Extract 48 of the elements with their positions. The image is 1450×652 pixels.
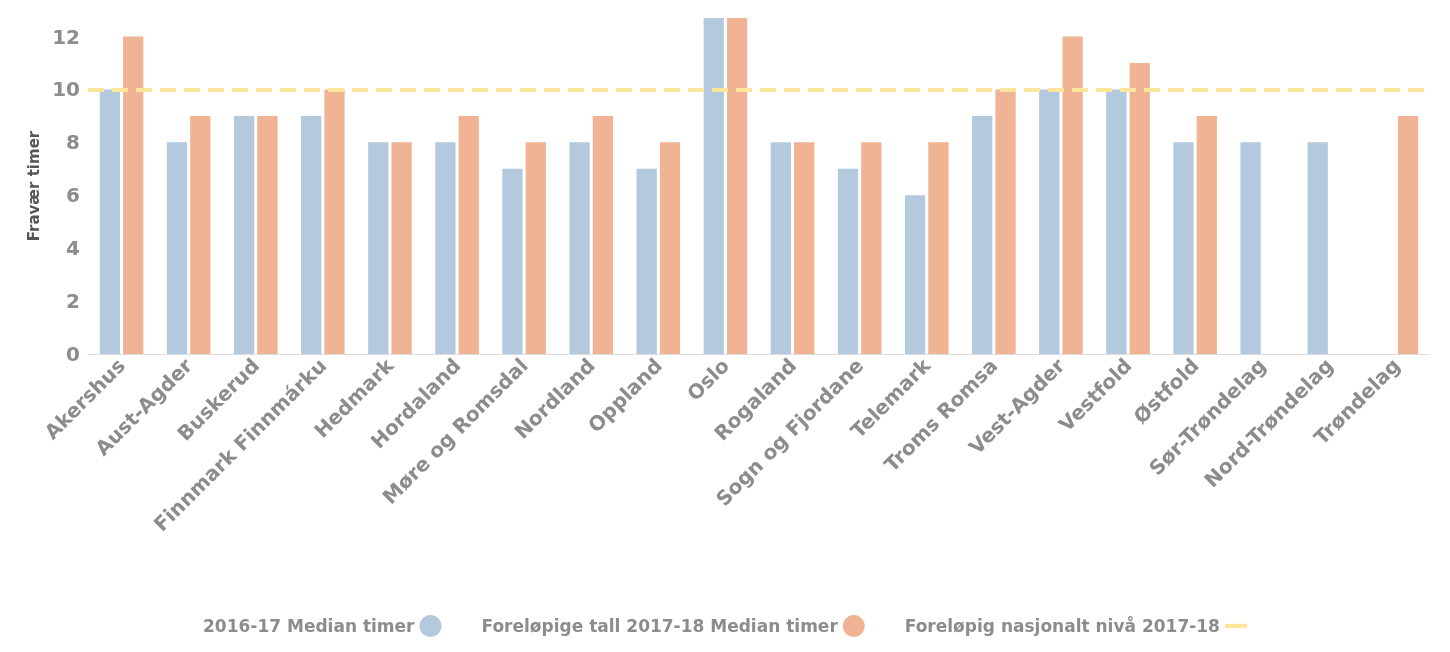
legend-label: Foreløpig nasjonalt nivå 2017-18 xyxy=(904,615,1220,636)
bar xyxy=(569,142,590,354)
bar xyxy=(190,115,211,354)
bar xyxy=(703,18,724,354)
y-tick-label: 8 xyxy=(66,130,80,155)
bar xyxy=(324,89,345,354)
bar xyxy=(1240,142,1261,354)
bar xyxy=(391,142,412,354)
y-tick-label: 4 xyxy=(66,236,80,261)
bar xyxy=(1062,36,1083,354)
bar xyxy=(1039,89,1060,354)
bar xyxy=(837,168,859,354)
bar xyxy=(525,142,546,354)
bar xyxy=(972,115,993,354)
bar xyxy=(458,115,479,354)
bar xyxy=(233,115,255,354)
bar xyxy=(99,89,121,354)
bar xyxy=(861,142,882,354)
bar xyxy=(592,115,614,354)
bar xyxy=(257,115,278,354)
bar xyxy=(1196,115,1217,354)
bar xyxy=(904,195,926,354)
bar xyxy=(1173,142,1194,354)
legend-label: Foreløpige tall 2017-18 Median timer xyxy=(481,616,839,636)
y-tick-label: 6 xyxy=(66,183,80,208)
bar xyxy=(928,142,949,354)
bar xyxy=(166,142,188,354)
bar xyxy=(726,18,748,354)
y-tick-label: 0 xyxy=(66,342,80,366)
bar xyxy=(368,142,389,354)
y-axis-title: Fravær timer xyxy=(24,130,43,242)
y-tick-label: 2 xyxy=(66,289,80,314)
bar xyxy=(636,168,657,354)
bar xyxy=(435,142,456,354)
bar xyxy=(502,168,523,354)
bar xyxy=(1129,62,1150,354)
bar xyxy=(1106,89,1127,354)
y-tick-label: 12 xyxy=(52,24,80,49)
bar xyxy=(1307,142,1328,354)
bar xyxy=(301,115,322,354)
legend-label: 2016-17 Median timer xyxy=(203,616,416,636)
bar xyxy=(659,142,681,354)
bar xyxy=(995,89,1016,354)
y-tick-label: 10 xyxy=(52,77,80,102)
bar xyxy=(123,36,144,354)
bar xyxy=(794,142,815,354)
bar xyxy=(1397,115,1419,354)
bar xyxy=(770,142,792,354)
